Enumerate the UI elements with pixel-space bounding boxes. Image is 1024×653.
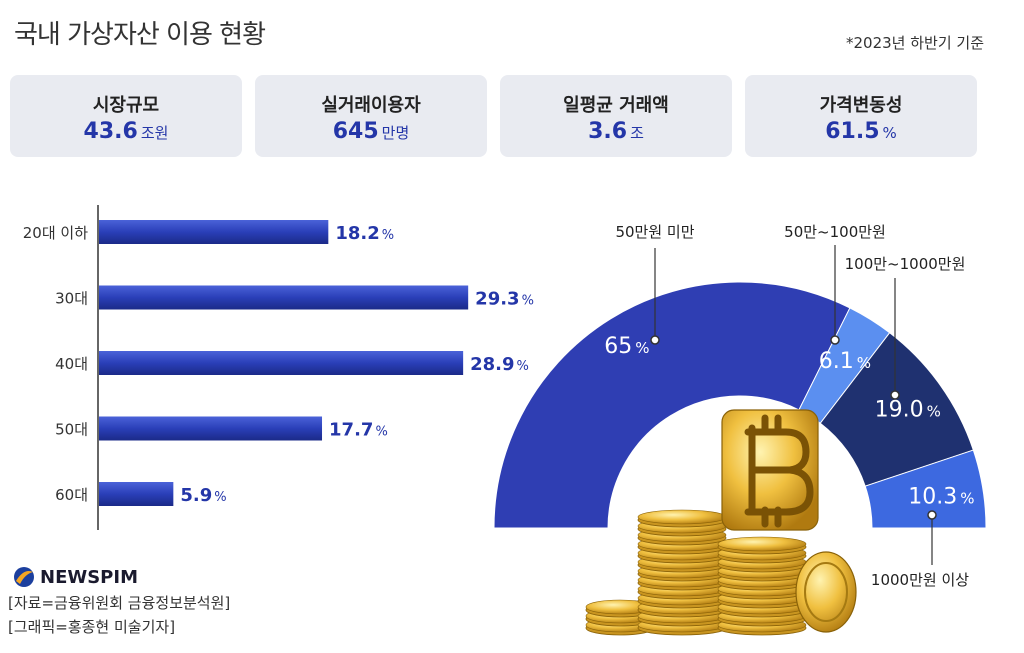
stat-unit: 조원 xyxy=(140,124,169,142)
graphic-credit: [그래픽=홍종현 미술기자] xyxy=(8,618,176,636)
stat-unit: % xyxy=(882,124,897,142)
stat-value: 645 xyxy=(332,119,379,144)
slice-category-label: 1000만원 이상 xyxy=(871,571,969,589)
stat-value: 61.5 xyxy=(825,119,880,144)
leader-dot xyxy=(830,335,840,345)
stat-card-daily-volume: 일평균 거래액 3.6 조 xyxy=(500,75,732,157)
bar-value-label: 18.2% xyxy=(335,223,394,244)
leader-dot xyxy=(927,510,937,520)
stat-label: 실거래이용자 xyxy=(321,95,421,116)
bar-value-label: 17.7% xyxy=(329,420,388,441)
bar xyxy=(99,351,464,375)
bar-value-label: 28.9% xyxy=(470,354,529,375)
donut-slice xyxy=(493,281,851,529)
newspim-logo: NEWSPIM xyxy=(12,566,138,588)
stat-unit: 조 xyxy=(630,124,644,142)
logo-icon xyxy=(14,567,34,587)
category-label: 50대 xyxy=(55,421,88,439)
slice-value-label: 65% xyxy=(604,334,649,359)
category-label: 60대 xyxy=(55,486,88,504)
bar-value-label: 29.3% xyxy=(475,289,534,310)
slice-category-label: 50만원 미만 xyxy=(615,223,694,241)
stat-card-market-size: 시장규모 43.6 조원 xyxy=(10,75,242,157)
category-label: 30대 xyxy=(55,290,88,308)
stat-label: 일평균 거래액 xyxy=(563,95,669,116)
donut-slice xyxy=(864,449,987,529)
slice-value-label: 6.1% xyxy=(819,349,871,374)
stat-card-volatility: 가격변동성 61.5% xyxy=(745,75,977,157)
stat-card-users: 실거래이용자 645 만명 xyxy=(255,75,487,157)
bar-value-label: 5.9% xyxy=(180,485,226,506)
bitcoin-coins-illustration xyxy=(585,409,857,636)
leader-dot xyxy=(650,335,660,345)
coin xyxy=(717,536,807,552)
bar xyxy=(99,220,329,244)
source-credit: [자료=금융위원회 금융정보분석원] xyxy=(8,594,231,612)
category-label: 40대 xyxy=(55,355,88,373)
logo-text: NEWSPIM xyxy=(40,566,138,588)
slice-category-label: 50만~100만원 xyxy=(784,223,886,241)
coin xyxy=(637,509,727,525)
stat-unit: 만명 xyxy=(381,124,410,142)
bitcoin-symbol xyxy=(744,414,814,528)
coin xyxy=(804,562,848,622)
page-title: 국내 가상자산 이용 현황 xyxy=(14,20,266,50)
bar xyxy=(99,482,174,506)
bar xyxy=(99,285,469,310)
stat-value: 3.6 xyxy=(588,119,628,144)
slice-category-label: 100만~1000만원 xyxy=(845,255,966,273)
category-label: 20대 이하 xyxy=(23,224,88,242)
stat-value: 43.6 xyxy=(83,119,138,144)
basis-note: *2023년 하반기 기준 xyxy=(845,34,984,52)
leader-dot xyxy=(890,390,900,400)
stat-label: 가격변동성 xyxy=(819,95,903,116)
bar xyxy=(99,416,323,441)
stat-label: 시장규모 xyxy=(92,95,160,116)
slice-value-label: 19.0% xyxy=(875,397,941,422)
slice-value-label: 10.3% xyxy=(908,484,974,509)
